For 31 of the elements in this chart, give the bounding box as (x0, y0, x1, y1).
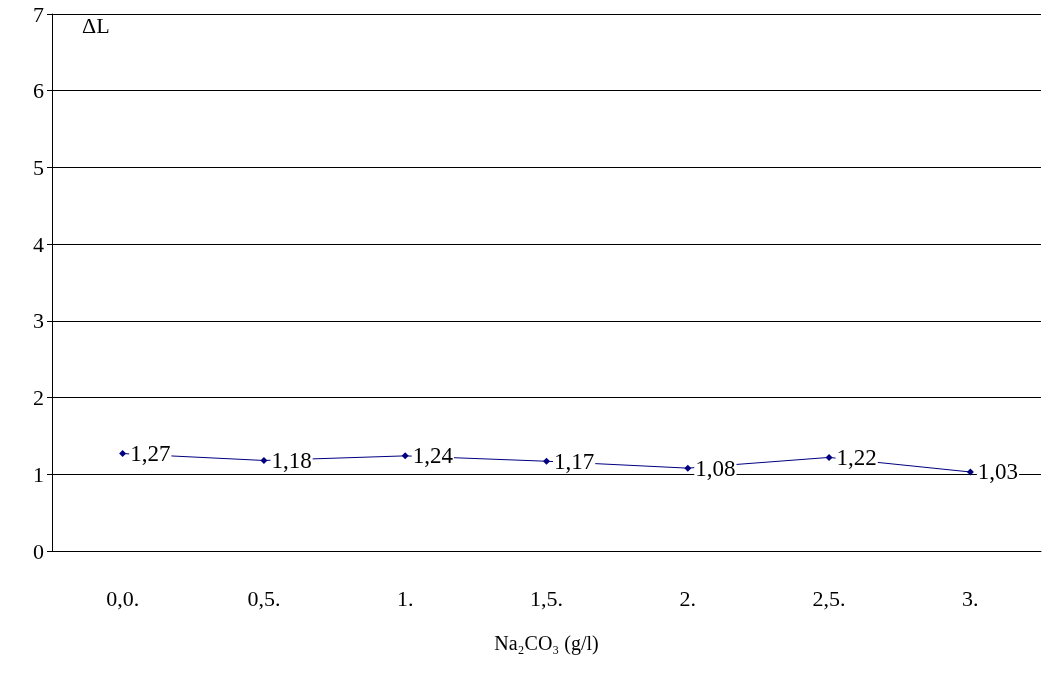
y-tick-label: 6 (33, 78, 44, 104)
y-tick-label: 5 (33, 154, 44, 180)
x-tick-label: 0,5. (247, 585, 281, 611)
point (825, 453, 833, 461)
x-tick-label: 2. (679, 585, 697, 611)
data-label: 1,22 (836, 444, 877, 470)
x-axis-title: Na₂CO₃ (g/l) (494, 632, 599, 655)
data-label: 1,18 (271, 447, 312, 473)
point (966, 468, 974, 476)
point (401, 452, 409, 460)
x-tick-label: 1. (396, 585, 414, 611)
data-label: 1,08 (695, 455, 736, 481)
x-tick-label: 0,0. (106, 585, 140, 611)
y-tick-label: 7 (33, 1, 44, 27)
x-tick-label: 1,5. (530, 585, 563, 611)
point (260, 456, 268, 464)
y-tick-label: 0 (33, 538, 44, 564)
point (684, 464, 692, 472)
point (119, 450, 127, 458)
data-label: 1,27 (130, 441, 171, 467)
y-axis-title: ΔL (82, 12, 110, 38)
y-tick-label: 4 (33, 231, 44, 257)
data-label: 1,17 (554, 448, 595, 474)
x-tick-label: 3. (962, 585, 979, 611)
data-label: 1,24 (412, 443, 454, 469)
y-tick-label: 1 (33, 461, 44, 487)
y-tick-label: 3 (33, 308, 44, 334)
data-label: 1,03 (977, 459, 1019, 485)
y-tick-label: 2 (33, 385, 44, 411)
point (543, 457, 550, 465)
x-tick-label: 2,5. (812, 585, 846, 611)
